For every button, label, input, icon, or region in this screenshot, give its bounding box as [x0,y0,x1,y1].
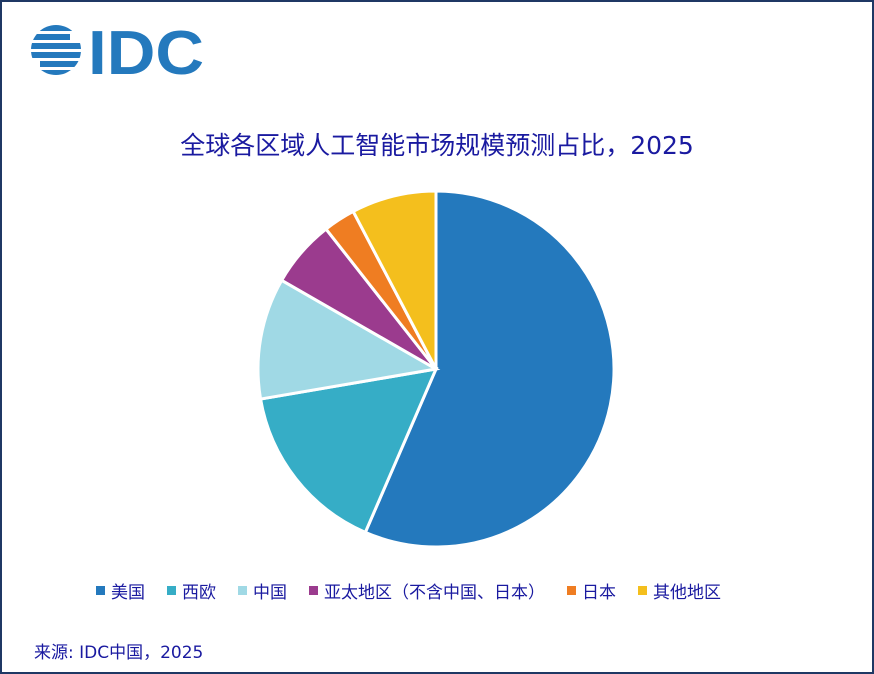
pie-slice-1 [258,367,439,535]
legend-item: 其他地区 [638,578,721,603]
pie-slice-2 [256,278,441,401]
legend-item: 日本 [567,578,616,603]
legend-label: 美国 [111,583,145,603]
pie-chart [256,189,616,549]
legend-swatch [167,586,176,595]
legend-swatch [638,586,647,595]
legend-swatch [309,586,318,595]
pie-slice-0 [363,189,616,549]
legend-swatch [96,586,105,595]
legend-label: 其他地区 [653,583,721,603]
legend-label: 中国 [253,583,287,603]
legend-item: 亚太地区（不含中国、日本） [309,578,545,603]
legend-swatch [567,586,576,595]
source-note: 来源: IDC中国，2025 [34,643,204,663]
legend-label: 亚太地区（不含中国、日本） [324,583,545,603]
legend-label: 日本 [582,583,616,603]
legend-item: 西欧 [167,578,216,603]
legend-swatch [238,586,247,595]
legend-label: 西欧 [182,583,216,603]
legend-item: 中国 [238,578,287,603]
pie-slice-5 [351,189,438,370]
idc-logo: IDC [31,22,204,78]
chart-title: 全球各区域人工智能市场规模预测占比，2025 [180,131,694,160]
legend: 美国 西欧 中国 亚太地区（不含中国、日本） 日本 其他地区 [96,578,743,603]
svg-text:IDC: IDC [88,22,204,78]
legend-item: 美国 [96,578,145,603]
